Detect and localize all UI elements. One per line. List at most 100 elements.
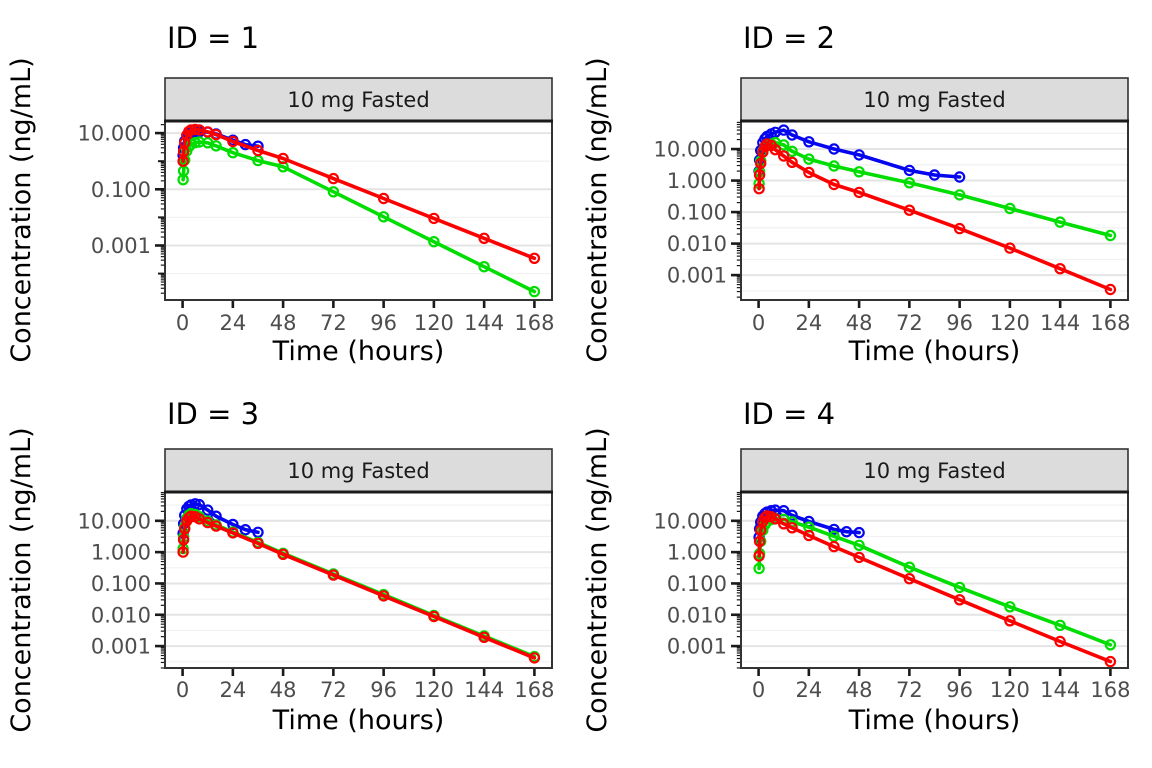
y-tick-label: 0.001	[667, 264, 727, 288]
x-tick-label: 0	[176, 311, 189, 335]
y-tick-label: 10.000	[654, 138, 727, 162]
data-point-red	[277, 152, 289, 165]
data-point-red	[327, 569, 340, 581]
data-point-red	[1004, 242, 1016, 254]
x-tick-label: 0	[752, 311, 765, 335]
data-point-red	[478, 232, 490, 244]
x-axis-title: Time (hours)	[272, 705, 445, 736]
panel-title: ID = 2	[743, 21, 835, 55]
data-point-red	[786, 522, 798, 534]
data-point-green	[786, 145, 798, 157]
y-tick-label: 0.100	[667, 572, 727, 596]
x-tick-label: 24	[219, 311, 246, 335]
y-tick-label: 0.001	[91, 635, 151, 659]
data-point-red	[1054, 263, 1066, 275]
data-point-green	[1054, 216, 1066, 228]
y-tick-label: 1.000	[91, 541, 151, 565]
series-red-points	[753, 510, 1117, 668]
panel-id-3: 10 mg Fasted 10.000 1.000 0.100 0.010 0.001 0 2…	[6, 397, 554, 736]
data-point-blue	[853, 526, 865, 539]
data-point-green	[1054, 619, 1066, 631]
facet-strip-label: 10 mg Fasted	[863, 88, 1005, 112]
data-point-blue	[201, 504, 214, 516]
grid-minor	[165, 504, 552, 663]
y-tick-label: 10.000	[654, 509, 727, 533]
data-point-red	[753, 169, 766, 181]
data-point-red	[953, 222, 966, 235]
grid-minor	[741, 132, 1128, 292]
facet-strip-label: 10 mg Fasted	[863, 459, 1005, 483]
data-point-green	[227, 146, 239, 159]
panel-id-1: 10 mg Fasted 10.000 0.100 0.001 0 24 48 72 96 120…	[6, 21, 554, 367]
y-tick-label: 10.000	[78, 122, 151, 146]
data-point-green	[903, 177, 916, 189]
x-tick-label: 24	[219, 678, 246, 702]
y-tick-label: 10.000	[78, 509, 151, 533]
data-point-red	[377, 590, 390, 602]
facet-strip-label: 10 mg Fasted	[287, 459, 429, 483]
y-axis-title: Concentration (ng/mL)	[6, 57, 37, 362]
x-tick-label: 72	[896, 311, 923, 335]
data-point-red	[853, 551, 865, 564]
data-point-red	[1104, 283, 1117, 296]
data-point-blue	[840, 525, 853, 538]
data-point-blue	[803, 136, 815, 148]
data-point-blue	[828, 143, 840, 155]
data-point-green	[528, 285, 541, 298]
data-point-red	[227, 527, 239, 539]
x-tick-label: 0	[176, 678, 189, 702]
y-tick-label: 0.010	[667, 603, 727, 627]
data-point-red	[769, 143, 781, 156]
data-point-red	[428, 212, 440, 225]
x-tick-label: 144	[464, 311, 504, 335]
data-point-red	[327, 172, 340, 185]
y-tick-label: 0.100	[91, 178, 151, 202]
data-point-red	[177, 546, 189, 558]
data-point-blue	[786, 129, 798, 141]
data-point-red	[210, 520, 222, 532]
data-point-red	[753, 182, 765, 195]
data-point-red	[753, 550, 765, 562]
series-red-points	[753, 138, 1117, 296]
data-point-red	[227, 135, 239, 148]
data-point-red	[189, 123, 201, 136]
facet-strip	[740, 77, 1129, 122]
data-point-red	[786, 156, 798, 168]
series-red-line	[757, 142, 1113, 292]
data-point-red	[777, 150, 790, 162]
data-point-red	[210, 128, 222, 141]
y-tick-label: 0.001	[91, 234, 151, 258]
data-point-green	[210, 140, 222, 152]
x-axis-title: Time (hours)	[272, 336, 445, 367]
x-tick-label: 72	[320, 311, 347, 335]
data-point-red	[803, 166, 815, 179]
data-point-green	[777, 139, 790, 151]
x-tick-label: 144	[1040, 678, 1080, 702]
data-point-red	[853, 186, 865, 199]
x-tick-label: 168	[1090, 678, 1130, 702]
data-point-blue	[239, 523, 252, 536]
grid-major	[741, 519, 1128, 648]
data-point-green	[1004, 601, 1016, 613]
data-point-blue	[828, 523, 840, 536]
data-point-red	[252, 537, 264, 550]
data-point-red	[1104, 655, 1117, 668]
x-tick-label: 120	[414, 678, 454, 702]
x-tick-label: 48	[846, 311, 873, 335]
x-tick-label: 144	[1040, 311, 1080, 335]
data-point-green	[903, 561, 916, 573]
data-point-blue	[853, 149, 865, 161]
data-point-red	[478, 631, 490, 643]
panel-title: ID = 3	[167, 397, 259, 431]
x-tick-label: 72	[320, 678, 347, 702]
x-axis-ticks	[757, 668, 1112, 676]
data-point-blue	[903, 164, 916, 177]
facet-strip	[740, 448, 1129, 493]
x-tick-label: 96	[370, 678, 397, 702]
data-point-red	[252, 144, 264, 157]
x-tick-label: 120	[990, 678, 1030, 702]
y-tick-label: 1.000	[667, 541, 727, 565]
data-point-red	[903, 572, 916, 585]
data-point-red	[1054, 635, 1066, 648]
series-red-points	[177, 123, 541, 264]
